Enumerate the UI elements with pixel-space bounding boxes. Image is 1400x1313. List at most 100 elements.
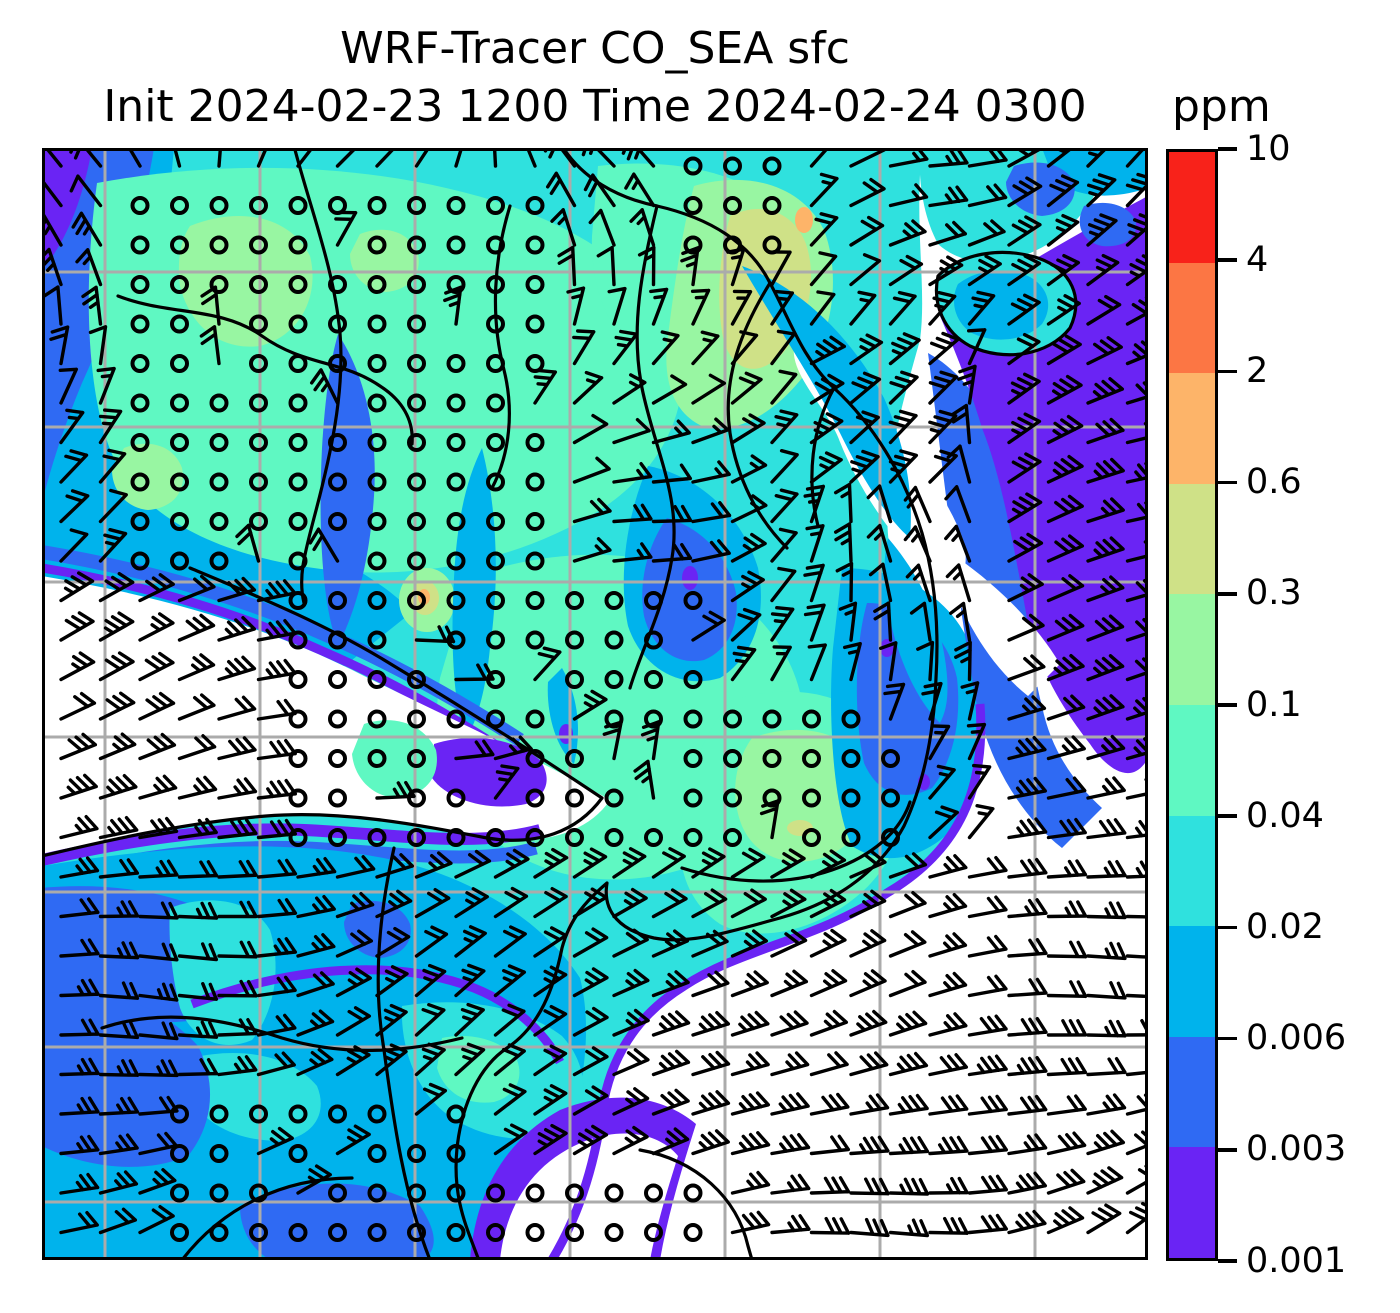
wind-barb <box>967 856 1008 879</box>
wind-barb <box>849 1135 890 1156</box>
wind-barb <box>960 681 980 721</box>
colorbar-tick <box>1218 1036 1237 1041</box>
calm-wind-circle <box>446 630 466 650</box>
wind-barbs-layer <box>42 148 1148 1242</box>
wind-barb <box>1046 1131 1087 1156</box>
calm-wind-circle <box>565 749 584 768</box>
wind-barb <box>1125 1019 1148 1037</box>
wind-barb <box>621 148 656 168</box>
wind-barb <box>1007 776 1047 800</box>
wind-barb <box>951 403 972 445</box>
wind-barb <box>493 925 527 958</box>
calm-wind-circle <box>683 196 703 215</box>
calm-wind-circle <box>170 314 189 334</box>
wind-barb <box>217 979 258 998</box>
wind-barb <box>730 1091 770 1116</box>
calm-wind-circle <box>446 354 466 373</box>
calm-wind-circle <box>209 235 229 255</box>
wind-barb <box>59 449 89 484</box>
calm-wind-circle <box>367 433 387 452</box>
wind-barb <box>651 847 686 879</box>
wind-barb <box>217 1018 258 1037</box>
calm-wind-circle <box>407 196 426 215</box>
wind-barb <box>1007 695 1047 721</box>
wind-barb <box>803 603 826 642</box>
wind-barb <box>1007 1209 1047 1235</box>
calm-wind-circle <box>407 1144 426 1163</box>
wind-barb <box>651 1010 691 1037</box>
wind-barb <box>59 1172 100 1195</box>
calm-wind-circle <box>446 235 466 255</box>
calm-wind-circle <box>249 1104 268 1124</box>
calm-wind-circle <box>288 393 308 413</box>
wind-barb <box>651 504 693 524</box>
wind-barb <box>730 847 766 879</box>
wind-barb <box>177 693 216 721</box>
wind-barb <box>1046 574 1085 603</box>
calm-wind-circle <box>170 512 189 531</box>
wind-barb <box>602 720 623 761</box>
wind-barb <box>1125 819 1148 840</box>
wind-barb <box>217 736 257 761</box>
calm-wind-circle <box>486 670 505 689</box>
wind-barb <box>1007 1094 1048 1116</box>
wind-barb <box>691 1050 731 1077</box>
calm-wind-circle <box>328 749 347 768</box>
wind-barb <box>967 1213 1008 1235</box>
wind-barb <box>88 325 108 366</box>
calm-wind-circle <box>565 1183 584 1203</box>
wind-barb <box>98 941 140 960</box>
wind-barb <box>1007 898 1048 919</box>
wind-barb <box>256 858 298 879</box>
wind-barb <box>967 763 992 800</box>
wind-barb <box>414 851 453 879</box>
colorbar-tick <box>1218 703 1237 707</box>
wind-barb <box>217 818 258 840</box>
calm-wind-circle <box>604 670 624 689</box>
calm-wind-circle <box>130 354 150 373</box>
calm-wind-circle <box>288 512 308 531</box>
wind-barb <box>296 857 337 879</box>
calm-wind-circle <box>446 275 466 294</box>
wind-barb <box>1086 1166 1124 1195</box>
wind-barb <box>572 887 608 919</box>
calm-wind-circle <box>486 393 505 413</box>
calm-wind-circle <box>407 275 426 294</box>
wind-barb <box>730 929 768 958</box>
wind-barb <box>59 938 100 958</box>
calm-wind-circle <box>367 314 387 334</box>
wind-barb <box>651 1127 690 1156</box>
wind-barb <box>533 1084 568 1116</box>
wind-barb <box>533 646 562 682</box>
wind-barb <box>770 250 792 287</box>
calm-wind-circle <box>407 393 426 413</box>
colorbar-segment <box>1169 594 1215 705</box>
wind-barb <box>866 484 893 524</box>
calm-wind-circle <box>604 630 624 650</box>
calm-wind-circle <box>407 1183 426 1203</box>
wind-barb <box>533 847 569 879</box>
wind-barb <box>888 1218 930 1238</box>
calm-wind-circle <box>130 393 150 413</box>
calm-wind-circle <box>841 788 861 808</box>
wind-barb <box>1007 857 1048 879</box>
calm-wind-circle <box>486 709 505 729</box>
calm-wind-circle <box>446 709 466 729</box>
wind-barb <box>1086 818 1127 840</box>
wind-barb <box>849 1009 888 1037</box>
calm-wind-circle <box>565 828 584 847</box>
wind-barb <box>1086 981 1127 1000</box>
colorbar-segment <box>1169 704 1215 816</box>
calm-wind-circle <box>486 1183 505 1203</box>
wind-barb <box>866 523 893 563</box>
wind-barb <box>629 208 656 247</box>
wind-barb <box>967 328 987 366</box>
calm-wind-circle <box>130 275 150 294</box>
colorbar-tick-label: 2 <box>1246 350 1269 391</box>
colorbar-tick <box>1218 258 1237 262</box>
wind-barb <box>177 734 217 761</box>
wind-barb <box>96 366 116 405</box>
wind-barb <box>957 364 977 405</box>
calm-wind-circle <box>525 275 545 294</box>
colorbar-segment <box>1169 373 1215 484</box>
